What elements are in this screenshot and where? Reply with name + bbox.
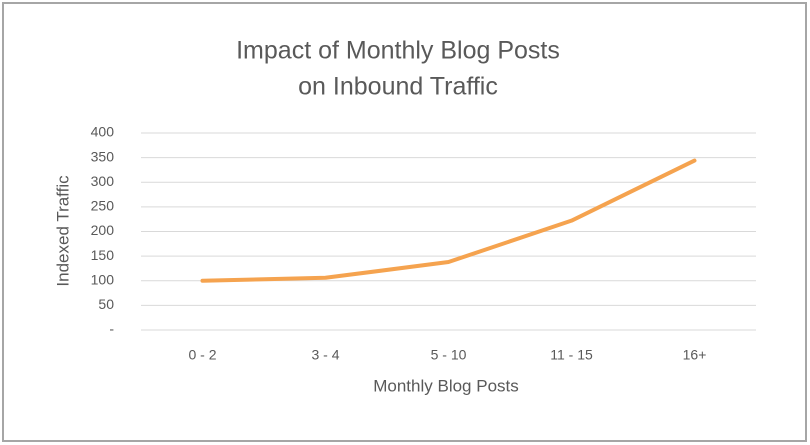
x-axis-title: Monthly Blog Posts (373, 376, 519, 395)
chart-title: Impact of Monthly Blog Posts (236, 37, 560, 65)
y-axis-title: Indexed Traffic (53, 175, 72, 287)
y-tick-label: - (109, 321, 114, 337)
x-tick-label: 0 - 2 (188, 347, 216, 363)
y-tick-label: 150 (91, 247, 115, 263)
x-tick-label: 11 - 15 (550, 347, 593, 363)
chart-title: on Inbound Traffic (298, 73, 498, 101)
y-tick-label: 300 (91, 173, 115, 189)
data-line (200, 158, 697, 283)
y-tick-label: 350 (91, 148, 115, 164)
x-tick-label: 5 - 10 (431, 347, 467, 363)
x-tick-label: 3 - 4 (311, 347, 339, 363)
y-tick-label: 50 (98, 296, 114, 312)
y-tick-label: 250 (91, 198, 115, 214)
y-tick-label: 100 (91, 271, 115, 287)
y-tick-label: 400 (91, 124, 115, 140)
x-tick-label: 16+ (683, 347, 707, 363)
y-tick-label: 200 (91, 222, 115, 238)
